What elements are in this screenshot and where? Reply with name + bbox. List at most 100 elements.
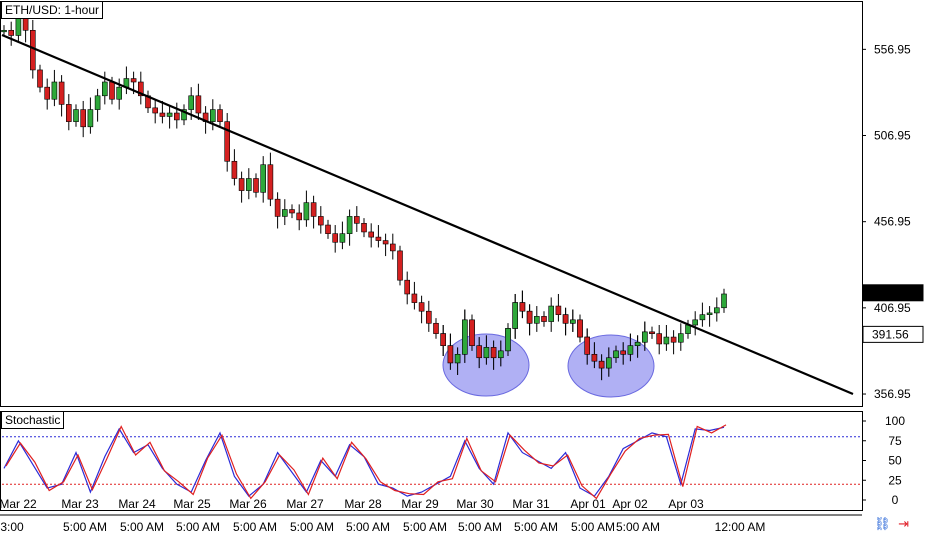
chart-title: ETH/USD: 1-hour (1, 1, 104, 19)
price-pane-border (0, 1, 863, 407)
link-icon[interactable]: ⛓ (873, 516, 891, 531)
x-top-label: Apr 01 (570, 497, 606, 511)
candle-body (195, 95, 202, 114)
x-top-label: Apr 03 (668, 497, 704, 511)
candle-body (620, 350, 627, 355)
candle-body (231, 160, 238, 179)
candle-body (80, 109, 86, 128)
candle-body (677, 333, 684, 343)
price-tag-box (862, 325, 924, 343)
candle-body (505, 328, 511, 352)
candle-body (289, 209, 295, 214)
candle-body (692, 319, 699, 326)
stochastic-title: Stochastic (1, 411, 65, 429)
candle-body (317, 216, 324, 226)
candle-body (433, 322, 439, 334)
candle-body (166, 112, 173, 117)
candle-body (512, 302, 519, 329)
candle-body (152, 107, 158, 114)
candle-body (66, 104, 72, 122)
candle-body (382, 240, 389, 245)
x-top-label: Mar 26 (229, 497, 267, 511)
x-bottom-label: 5:00 AM (63, 520, 107, 534)
candle-body (591, 353, 598, 362)
candle-body (238, 178, 245, 191)
stochastic-pane: Mar 22 Mar 23 Mar 24 Mar 25 Mar 26 Mar 27 Mar … (0, 424, 862, 511)
candle-body (361, 223, 367, 233)
x-bottom-label: 5:00 AM (176, 520, 220, 534)
candle-body (87, 109, 94, 128)
y-tick-label: 556.95 (874, 42, 911, 56)
x-top-label: Mar 30 (456, 497, 494, 511)
candle-body (44, 86, 51, 100)
candle-body (490, 347, 497, 359)
candle-body (476, 345, 483, 359)
stoch-y-tick-label: 100 (885, 414, 905, 428)
candle-body (461, 319, 468, 355)
candle-body (533, 316, 540, 324)
candle-body (22, 17, 29, 31)
candle-body (641, 331, 648, 343)
corner-icons: ⛓ ⇥ (874, 516, 909, 532)
candle-body (346, 216, 353, 234)
y-tick-label: 406.95 (874, 301, 911, 315)
candle-body (181, 109, 187, 121)
candle-body (541, 316, 547, 322)
x-top-label: Mar 23 (61, 497, 99, 511)
candle-body (51, 81, 58, 100)
x-top-label: Mar 22 (0, 497, 37, 511)
candle-body (267, 164, 274, 200)
candle-body (548, 305, 555, 322)
candle-body (569, 319, 576, 324)
candle-body (555, 305, 562, 315)
x-top-label: Mar 28 (344, 497, 382, 511)
candle-body (94, 95, 101, 110)
stoch-d-line (5, 424, 727, 500)
arrow-icon[interactable]: ⇥ (898, 516, 909, 531)
candle-body (656, 333, 663, 345)
candle-body (109, 81, 115, 100)
candle-body (497, 350, 504, 359)
x-bottom-label: 5:00 AM (571, 520, 615, 534)
candle-body (577, 319, 583, 338)
x-bottom-label: 5:00 AM (403, 520, 447, 534)
candle-body (613, 350, 619, 359)
y-tick-label: 456.95 (874, 215, 911, 229)
candle-body (375, 236, 382, 241)
price-tag: 415.69 (872, 286, 909, 300)
candle-body (37, 69, 43, 88)
candle-body (73, 109, 79, 122)
candle-body (353, 216, 360, 224)
candle-body (562, 314, 569, 324)
candle-body (627, 345, 634, 355)
candle-body (310, 202, 317, 217)
candle-body (670, 336, 677, 343)
candle-body (368, 231, 375, 238)
candle-body (116, 86, 122, 100)
candle-body (102, 81, 108, 97)
candle-body (411, 293, 418, 303)
candle-body (188, 95, 194, 110)
x-top-label: Mar 27 (286, 497, 324, 511)
candle-body (296, 212, 303, 221)
price-pane (1, 6, 854, 398)
candle-body (332, 233, 339, 243)
x-top-label: Apr 02 (612, 497, 648, 511)
candle-body (8, 29, 14, 36)
stoch-y-tick-label: 0 (892, 493, 899, 507)
x-top-label: Mar 25 (173, 497, 211, 511)
x-bottom-label: 5:00 AM (290, 520, 334, 534)
candle-body (605, 357, 612, 369)
candle-body (246, 178, 252, 191)
x-top-label: Mar 24 (118, 497, 156, 511)
candle-body (584, 336, 591, 355)
price-tag-box (862, 284, 924, 302)
candle-body (58, 81, 65, 105)
candle-body (138, 81, 144, 97)
candle-body (706, 312, 713, 315)
candle-body (260, 164, 267, 193)
trendline (1, 33, 854, 396)
x-bottom-label: 5:00 AM (120, 520, 164, 534)
